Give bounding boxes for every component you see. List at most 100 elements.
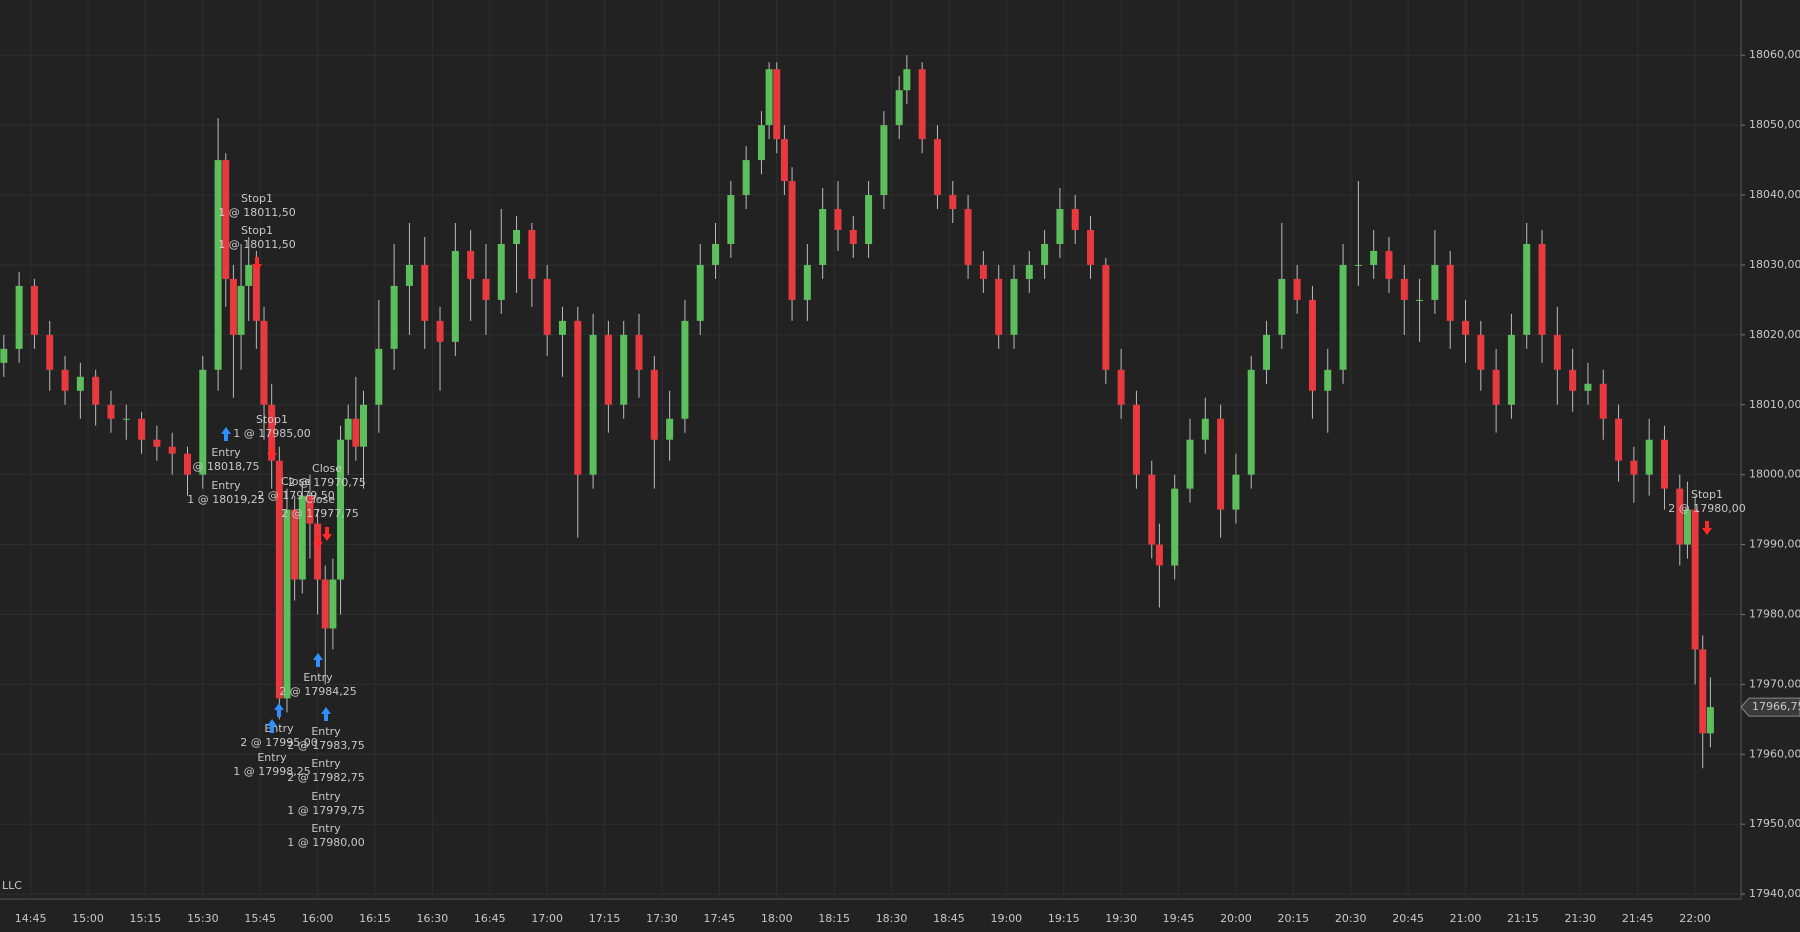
candle-body bbox=[405, 264, 413, 286]
x-tick-label: 16:15 bbox=[359, 912, 391, 925]
sell-arrow bbox=[267, 446, 277, 460]
annotation: Stop1 bbox=[1691, 488, 1723, 501]
candle-body bbox=[1010, 278, 1018, 335]
y-tick-label: 17970,00 bbox=[1749, 677, 1800, 690]
annotation: Stop1 bbox=[256, 413, 288, 426]
candle-body bbox=[1132, 404, 1140, 475]
candle-body bbox=[1354, 264, 1362, 266]
candle-body bbox=[558, 320, 566, 335]
candle-body bbox=[650, 369, 658, 440]
candle-body bbox=[61, 369, 69, 391]
candle-body bbox=[1462, 320, 1470, 335]
candle-body bbox=[819, 209, 827, 265]
candle-body bbox=[918, 69, 926, 140]
x-tick-label: 18:15 bbox=[818, 912, 850, 925]
candle-body bbox=[1041, 243, 1049, 265]
candle-body bbox=[513, 229, 521, 244]
candle-body bbox=[329, 579, 337, 629]
candle-body bbox=[229, 278, 237, 335]
buy-arrow bbox=[321, 707, 331, 721]
candle-body bbox=[260, 320, 268, 405]
candle-body bbox=[337, 439, 345, 580]
candle-body bbox=[1278, 278, 1286, 335]
candle-body bbox=[1446, 264, 1454, 321]
candle-body bbox=[696, 264, 704, 321]
candle-body bbox=[895, 90, 903, 126]
candle-body bbox=[727, 195, 735, 244]
annotation: Entry bbox=[211, 446, 241, 459]
x-tick-label: 16:45 bbox=[474, 912, 506, 925]
candle-body bbox=[1584, 383, 1592, 391]
candle-body bbox=[30, 285, 38, 335]
candle-body bbox=[497, 243, 505, 300]
candle-body bbox=[283, 509, 291, 699]
candle-body bbox=[314, 523, 322, 580]
candle-body bbox=[1232, 474, 1240, 510]
candle-body bbox=[291, 509, 299, 580]
annotation: 2 @ 17982,75 bbox=[287, 771, 364, 784]
candle-body bbox=[1217, 418, 1225, 510]
candle-body bbox=[1148, 474, 1156, 545]
annotation: Stop1 bbox=[241, 224, 273, 237]
candle-body bbox=[1247, 369, 1255, 475]
y-tick-label: 18020,00 bbox=[1749, 328, 1800, 341]
x-tick-label: 17:30 bbox=[646, 912, 678, 925]
candle-body bbox=[138, 418, 146, 440]
candle-body bbox=[467, 250, 475, 279]
y-tick-label: 18010,00 bbox=[1749, 398, 1800, 411]
annotation: 1 @ 17980,00 bbox=[287, 836, 364, 849]
candle-body bbox=[712, 243, 720, 265]
candle-body bbox=[421, 264, 429, 321]
candle-body bbox=[1155, 544, 1163, 566]
candle-body bbox=[788, 181, 796, 300]
annotation: Entry bbox=[311, 822, 341, 835]
candle-body bbox=[1553, 334, 1561, 370]
candle-body bbox=[222, 160, 230, 279]
x-tick-label: 19:00 bbox=[990, 912, 1022, 925]
candle-body bbox=[306, 495, 314, 524]
candle-body bbox=[834, 209, 842, 230]
annotation: Close bbox=[281, 475, 311, 488]
candle-body bbox=[574, 320, 582, 475]
candle-body bbox=[1370, 250, 1378, 265]
annotation: 1 @ 17979,75 bbox=[287, 804, 364, 817]
candle-body bbox=[1660, 439, 1668, 489]
x-tick-label: 18:30 bbox=[876, 912, 908, 925]
candle-body bbox=[949, 195, 957, 210]
x-tick-label: 19:15 bbox=[1048, 912, 1080, 925]
annotation: Entry bbox=[211, 479, 241, 492]
candle-body bbox=[1102, 264, 1110, 370]
x-tick-label: 21:30 bbox=[1564, 912, 1596, 925]
candle-body bbox=[903, 69, 911, 91]
candle-body bbox=[1385, 250, 1393, 279]
x-tick-label: 19:45 bbox=[1163, 912, 1195, 925]
candle-body bbox=[1056, 209, 1064, 244]
candle-body bbox=[268, 404, 276, 461]
candle-body bbox=[76, 376, 84, 391]
candle-body bbox=[122, 418, 130, 420]
candle-body bbox=[275, 460, 283, 699]
candle-body bbox=[1308, 299, 1316, 391]
candle-body bbox=[1416, 299, 1424, 301]
candle-body bbox=[1569, 369, 1577, 391]
candle-body bbox=[1630, 460, 1638, 475]
annotation: 2 @ 17983,75 bbox=[287, 739, 364, 752]
candle-body bbox=[0, 348, 8, 363]
buy-arrow bbox=[267, 719, 277, 733]
buy-arrow bbox=[221, 427, 231, 441]
y-tick-label: 17990,00 bbox=[1749, 538, 1800, 551]
x-tick-label: 15:45 bbox=[244, 912, 276, 925]
candle-body bbox=[1492, 369, 1500, 405]
x-tick-label: 20:00 bbox=[1220, 912, 1252, 925]
sell-arrow bbox=[313, 535, 323, 549]
price-tag bbox=[1740, 697, 1800, 717]
y-tick-label: 18050,00 bbox=[1749, 118, 1800, 131]
annotation: Close bbox=[305, 493, 335, 506]
candle-body bbox=[344, 418, 352, 440]
candle-body bbox=[1431, 264, 1439, 300]
buy-arrow bbox=[274, 703, 284, 717]
candle-body bbox=[1523, 243, 1531, 335]
candle-body bbox=[214, 160, 222, 370]
